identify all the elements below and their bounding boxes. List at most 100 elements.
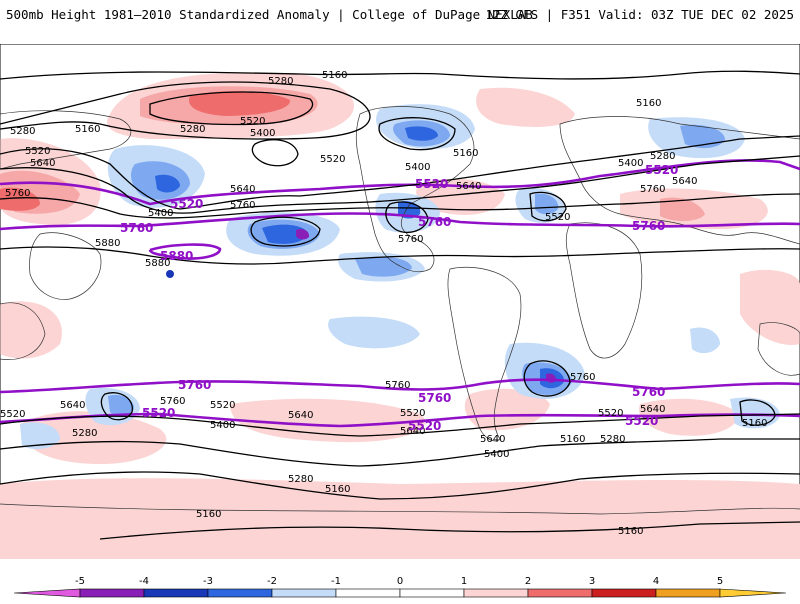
tick-pos5: 5 xyxy=(717,576,723,587)
label-5160-euro: 5160 xyxy=(636,98,661,109)
label-5640-sam: 5640 xyxy=(400,426,425,437)
label-5760-purple-satl: 5760 xyxy=(632,385,665,399)
label-5760-spac: 5760 xyxy=(385,380,410,391)
label-5520-satl: 5520 xyxy=(598,408,623,419)
label-5760-purple-sam: 5760 xyxy=(418,391,451,405)
label-5760-sw: 5760 xyxy=(160,396,185,407)
header: 500mb Height 1981–2010 Standardized Anom… xyxy=(0,0,800,28)
model-run-info: 12Z GFS | F351 Valid: 03Z TUE DEC 02 202… xyxy=(485,7,794,22)
swatch-neg5-neg4 xyxy=(79,588,145,598)
label-5640-satl: 5640 xyxy=(640,404,665,415)
label-5160-satl: 5160 xyxy=(560,434,585,445)
label-5640-euro: 5640 xyxy=(672,176,697,187)
label-5280-satl: 5280 xyxy=(600,434,625,445)
label-5520-west: 5520 xyxy=(25,146,50,157)
label-5640-sw: 5640 xyxy=(60,400,85,411)
swatch-pos4-pos5 xyxy=(655,588,721,598)
max-positive-anomaly-fill xyxy=(0,91,291,211)
label-5760-gulf: 5760 xyxy=(398,234,423,245)
label-5640-pac: 5640 xyxy=(230,184,255,195)
label-5520-spac: 5520 xyxy=(210,400,235,411)
label-5160-southwest: 5160 xyxy=(196,509,221,520)
swatch-neg3-neg2 xyxy=(207,588,273,598)
swatch-below-neg5 xyxy=(13,588,81,598)
swatch-neg1-zero xyxy=(335,588,401,598)
label-5520-purple-satl: 5520 xyxy=(625,414,658,428)
label-5520-npac: 5520 xyxy=(240,116,265,127)
swatch-above-pos5 xyxy=(719,588,787,598)
tick-neg1: -1 xyxy=(331,576,341,587)
label-5640-na: 5640 xyxy=(456,181,481,192)
swatch-pos2-pos3 xyxy=(527,588,593,598)
label-5520-purple-na: 5520 xyxy=(415,177,448,191)
label-5400-euro: 5400 xyxy=(618,158,643,169)
label-5160-west: 5160 xyxy=(75,124,100,135)
tick-neg3: -3 xyxy=(203,576,213,587)
label-5400-npac: 5400 xyxy=(250,128,275,139)
label-5280-top: 5280 xyxy=(268,76,293,87)
tick-neg4: -4 xyxy=(139,576,149,587)
tick-pos4: 4 xyxy=(653,576,659,587)
label-5400-spac: 5400 xyxy=(210,420,235,431)
label-5640-cape: 5640 xyxy=(480,434,505,445)
height-contours xyxy=(0,70,800,540)
tick-pos1: 1 xyxy=(461,576,467,587)
map-canvas: 5160 5280 5520 5400 5280 5280 5160 5520 … xyxy=(0,43,800,560)
map-title: 500mb Height 1981–2010 Standardized Anom… xyxy=(6,7,533,22)
label-5760-purple-spac: 5760 xyxy=(178,378,211,392)
anomaly-map: 5160 5280 5520 5400 5280 5280 5160 5520 … xyxy=(0,43,800,560)
label-5520-sam: 5520 xyxy=(400,408,425,419)
highlighted-contours xyxy=(0,159,800,428)
label-5400-na: 5400 xyxy=(405,162,430,173)
label-5760-west: 5760 xyxy=(5,188,30,199)
label-5400-cape: 5400 xyxy=(484,449,509,460)
label-5160-south: 5160 xyxy=(325,484,350,495)
label-5280-sw: 5280 xyxy=(72,428,97,439)
tick-neg5: -5 xyxy=(75,576,85,587)
label-5280-south: 5280 xyxy=(288,474,313,485)
label-5880-wpac: 5880 xyxy=(145,258,170,269)
label-5760-purple-wpac: 5760 xyxy=(120,221,153,235)
label-5760-purple-na: 5760 xyxy=(418,215,451,229)
tick-pos2: 2 xyxy=(525,576,531,587)
label-5160-se: 5160 xyxy=(742,418,767,429)
label-5760-sam: 5760 xyxy=(570,372,595,383)
label-5520-purple-euro: 5520 xyxy=(645,163,678,177)
swatch-zero-pos1 xyxy=(399,588,465,598)
label-5520-purple-spac: 5520 xyxy=(142,406,175,420)
label-5760-purple-afr: 5760 xyxy=(632,219,665,233)
label-5640-west: 5640 xyxy=(30,158,55,169)
positive-anomaly-fill xyxy=(0,72,800,559)
tick-neg2: -2 xyxy=(267,576,277,587)
label-5760-pac: 5760 xyxy=(230,200,255,211)
swatch-neg4-neg3 xyxy=(143,588,209,598)
label-5520-atl: 5520 xyxy=(545,212,570,223)
contour-labels: 5160 5280 5520 5400 5280 5280 5160 5520 … xyxy=(0,70,767,537)
highlighted-contour-labels: 5760 5520 5880 5520 5760 5520 5760 5760 … xyxy=(120,163,678,433)
label-5520-purple-sam: 5520 xyxy=(408,419,441,433)
tick-zero: 0 xyxy=(397,576,403,587)
label-5160-top: 5160 xyxy=(322,70,347,81)
label-5880-asia: 5880 xyxy=(95,238,120,249)
colorbar-canvas: -5 -4 -3 -2 -1 0 1 2 3 4 5 xyxy=(13,576,787,598)
label-5160-bottom: 5160 xyxy=(618,526,643,537)
label-5640-spac: 5640 xyxy=(288,410,313,421)
label-5520-purple-wpac: 5520 xyxy=(170,197,203,211)
label-5400-asia: 5400 xyxy=(148,208,173,219)
label-5280-npac: 5280 xyxy=(180,124,205,135)
swatch-neg2-neg1 xyxy=(271,588,337,598)
label-5520-sw: 5520 xyxy=(0,409,25,420)
tick-pos3: 3 xyxy=(589,576,595,587)
label-5160-na: 5160 xyxy=(453,148,478,159)
swatch-pos3-pos4 xyxy=(591,588,657,598)
label-5880-purple: 5880 xyxy=(160,249,193,263)
colorbar-swatches xyxy=(13,588,787,598)
label-5280-euro: 5280 xyxy=(650,151,675,162)
colorbar: -5 -4 -3 -2 -1 0 1 2 3 4 5 xyxy=(0,572,800,600)
swatch-pos1-pos2 xyxy=(463,588,529,598)
label-5760-euro: 5760 xyxy=(640,184,665,195)
label-5280-west: 5280 xyxy=(10,126,35,137)
colorbar-ticks: -5 -4 -3 -2 -1 0 1 2 3 4 5 xyxy=(75,576,723,587)
coastlines xyxy=(0,106,800,515)
label-5520-pac: 5520 xyxy=(320,154,345,165)
